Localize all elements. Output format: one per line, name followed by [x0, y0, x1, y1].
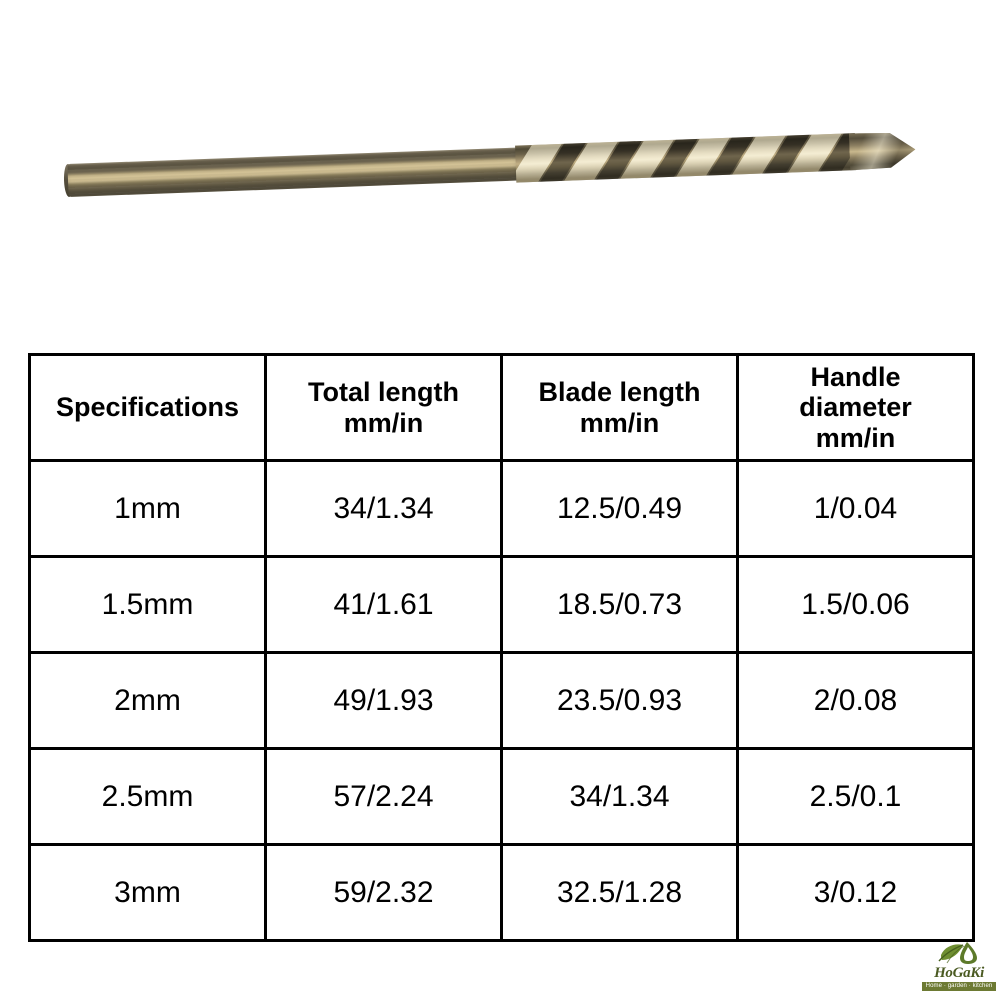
cell-blade-length: 34/1.34: [500, 747, 739, 846]
drill-tip: [849, 131, 916, 170]
drill-shank: [67, 147, 521, 197]
product-photo: [0, 0, 1000, 340]
cell-specification: 2.5mm: [28, 747, 267, 846]
cell-handle-diameter: 2/0.08: [736, 651, 975, 750]
drill-flutes: [515, 133, 857, 183]
cell-specification: 3mm: [28, 843, 267, 942]
column-header-total-length: Total length mm/in: [264, 353, 503, 462]
column-header-handle-diameter: Handle diameter mm/in: [736, 353, 975, 462]
table-row: 3mm 59/2.32 32.5/1.28 3/0.12: [28, 843, 975, 942]
column-header-specifications: Specifications: [28, 353, 267, 462]
drill-bit-icon: [63, 121, 916, 208]
table-header-row: Specifications Total length mm/in Blade …: [28, 353, 975, 462]
cell-total-length: 34/1.34: [264, 459, 503, 558]
column-header-blade-length: Blade length mm/in: [500, 353, 739, 462]
logo-tagline: Home · garden · kitchen: [922, 982, 996, 991]
table-row: 2mm 49/1.93 23.5/0.93 2/0.08: [28, 651, 975, 750]
cell-total-length: 59/2.32: [264, 843, 503, 942]
cell-specification: 1.5mm: [28, 555, 267, 654]
table-row: 1mm 34/1.34 12.5/0.49 1/0.04: [28, 459, 975, 558]
cell-blade-length: 12.5/0.49: [500, 459, 739, 558]
cell-handle-diameter: 2.5/0.1: [736, 747, 975, 846]
cell-total-length: 57/2.24: [264, 747, 503, 846]
cell-blade-length: 32.5/1.28: [500, 843, 739, 942]
brand-logo: HoGaKi Home · garden · kitchen: [922, 941, 996, 995]
header-line: diameter: [799, 392, 912, 423]
logo-wordmark: HoGaKi: [934, 965, 984, 981]
cell-total-length: 49/1.93: [264, 651, 503, 750]
header-line-unit: mm/in: [579, 407, 660, 438]
drill-shank-grain: [67, 147, 521, 197]
header-line: Specifications: [55, 392, 240, 423]
cell-blade-length: 23.5/0.93: [500, 651, 739, 750]
cell-blade-length: 18.5/0.73: [500, 555, 739, 654]
header-line: Handle: [810, 362, 901, 393]
table-row: 1.5mm 41/1.61 18.5/0.73 1.5/0.06: [28, 555, 975, 654]
cell-handle-diameter: 1/0.04: [736, 459, 975, 558]
header-line-unit: mm/in: [343, 407, 424, 438]
specification-table: Specifications Total length mm/in Blade …: [28, 353, 975, 942]
header-line: Blade length: [538, 377, 701, 408]
cell-specification: 2mm: [28, 651, 267, 750]
leaf-and-droplet-icon: [938, 942, 977, 964]
table-row: 2.5mm 57/2.24 34/1.34 2.5/0.1: [28, 747, 975, 846]
drill-tip-facet: [849, 131, 916, 170]
header-line: Total length: [308, 377, 459, 408]
cell-specification: 1mm: [28, 459, 267, 558]
cell-handle-diameter: 3/0.12: [736, 843, 975, 942]
cell-total-length: 41/1.61: [264, 555, 503, 654]
header-line-unit: mm/in: [815, 422, 896, 453]
cell-handle-diameter: 1.5/0.06: [736, 555, 975, 654]
